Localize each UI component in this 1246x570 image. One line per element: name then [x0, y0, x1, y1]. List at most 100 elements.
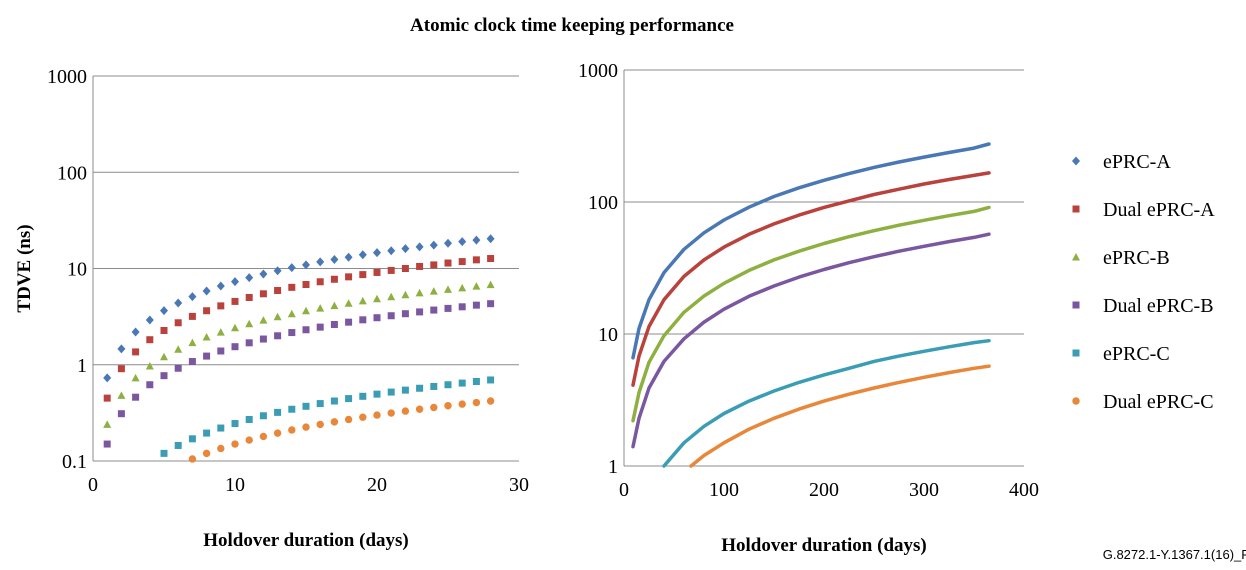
- left-x-axis-label: Holdover duration (days): [203, 530, 409, 551]
- left-data-point: [216, 281, 225, 291]
- left-chart: 0.1 1 10 100 1000 0 10 20 30 Holdover duration (d…: [14, 66, 529, 551]
- left-data-point: [458, 379, 466, 387]
- left-data-point: [330, 418, 339, 426]
- left-data-point: [472, 256, 480, 264]
- left-data-point: [458, 303, 466, 311]
- right-series-dual-eprc-c: [689, 364, 991, 468]
- left-y-tick-label: 100: [57, 162, 87, 184]
- right-series-line-eprc-b: [631, 205, 991, 423]
- left-data-point: [231, 420, 239, 428]
- left-data-point: [302, 326, 310, 334]
- left-data-point: [359, 413, 367, 421]
- left-data-point: [458, 400, 466, 408]
- left-data-point: [146, 381, 154, 389]
- left-data-point: [415, 405, 424, 413]
- left-data-point: [444, 285, 452, 293]
- right-x-axis-label: Holdover duration (days): [721, 535, 927, 556]
- left-data-point: [160, 449, 168, 457]
- left-data-point: [430, 403, 438, 412]
- left-data-point: [103, 373, 112, 383]
- left-data-point: [487, 300, 495, 308]
- left-data-point: [188, 358, 196, 366]
- legend-item-eprc-c: ePRC-C: [1072, 343, 1170, 365]
- left-data-point: [472, 398, 481, 407]
- legend-item-eprc-b: ePRC-B: [1072, 247, 1170, 269]
- left-data-point: [245, 293, 253, 301]
- left-data-point: [401, 407, 410, 415]
- left-data-point: [202, 333, 211, 341]
- left-data-point: [316, 400, 324, 408]
- left-data-point: [288, 426, 296, 434]
- right-x-tick-label: 200: [809, 479, 839, 501]
- left-y-tick-label: 10: [67, 259, 87, 281]
- left-data-point: [387, 409, 395, 417]
- right-series-dual-eprc-b: [631, 232, 991, 449]
- left-data-point: [160, 352, 168, 361]
- left-data-point: [174, 319, 182, 327]
- left-data-point: [430, 382, 438, 390]
- legend-item-dual-eprc-c: Dual ePRC-C: [1072, 391, 1214, 413]
- left-data-point: [458, 283, 467, 292]
- left-data-point: [373, 390, 381, 398]
- right-x-tick-label: 400: [1009, 479, 1039, 501]
- left-data-point: [117, 391, 126, 399]
- left-data-point: [387, 246, 396, 256]
- left-data-point: [401, 310, 409, 318]
- right-x-tick-label: 100: [709, 479, 739, 501]
- legend-item-dual-eprc-a: Dual ePRC-A: [1072, 199, 1215, 221]
- legend-label-dual-eprc-b: Dual ePRC-B: [1103, 295, 1214, 317]
- left-data-point: [259, 269, 268, 279]
- right-series-line-dual-eprc-c: [689, 364, 991, 468]
- left-data-point: [387, 292, 396, 301]
- legend-marker-eprc-b: [1072, 253, 1080, 261]
- left-data-point: [316, 323, 324, 331]
- left-data-point: [259, 290, 267, 298]
- left-data-point: [358, 250, 367, 260]
- left-data-point: [373, 268, 381, 276]
- left-data-point: [146, 336, 154, 344]
- left-data-point: [387, 388, 395, 396]
- left-data-point: [302, 423, 310, 431]
- legend-label-eprc-a: ePRC-A: [1103, 151, 1171, 173]
- left-series-dual-eprc-a: [103, 255, 495, 402]
- left-data-point: [316, 304, 325, 312]
- legend-marker-dual-eprc-c: [1072, 397, 1080, 405]
- legend-item-dual-eprc-b: Dual ePRC-B: [1072, 295, 1214, 317]
- left-data-point: [245, 339, 253, 347]
- legend-marker-eprc-c: [1072, 349, 1080, 357]
- left-series-eprc-c: [160, 376, 495, 457]
- left-data-point: [359, 271, 367, 279]
- left-data-point: [330, 275, 338, 283]
- left-data-point: [174, 345, 183, 353]
- left-data-point: [416, 384, 424, 392]
- left-data-point: [472, 282, 481, 290]
- right-y-tick-label: 10: [598, 324, 618, 346]
- left-data-point: [358, 296, 367, 305]
- left-data-point: [458, 237, 467, 247]
- legend-item-eprc-a: ePRC-A: [1072, 151, 1171, 173]
- left-data-point: [245, 273, 254, 283]
- left-data-point: [216, 328, 225, 336]
- left-data-point: [188, 292, 197, 302]
- left-data-point: [330, 320, 338, 328]
- left-data-point: [430, 261, 438, 269]
- right-y-tick-label: 100: [588, 192, 618, 214]
- left-data-point: [273, 266, 282, 276]
- right-series-dual-eprc-a: [631, 171, 991, 387]
- left-data-point: [174, 298, 183, 308]
- left-data-point: [188, 435, 196, 443]
- left-data-point: [487, 376, 495, 384]
- left-data-point: [430, 306, 438, 314]
- left-data-point: [203, 307, 211, 315]
- left-data-point: [103, 394, 111, 402]
- left-data-point: [486, 234, 495, 244]
- legend: ePRC-A Dual ePRC-A ePRC-B Dual ePRC-B ePRC-C…: [1072, 151, 1215, 413]
- left-data-point: [401, 265, 409, 272]
- left-data-point: [117, 344, 126, 354]
- left-x-tick-label: 20: [367, 474, 387, 496]
- right-y-tick-label: 1000: [578, 60, 618, 82]
- left-data-point: [486, 397, 495, 405]
- left-data-point: [302, 260, 310, 270]
- left-data-point: [274, 332, 282, 340]
- left-data-point: [387, 266, 395, 274]
